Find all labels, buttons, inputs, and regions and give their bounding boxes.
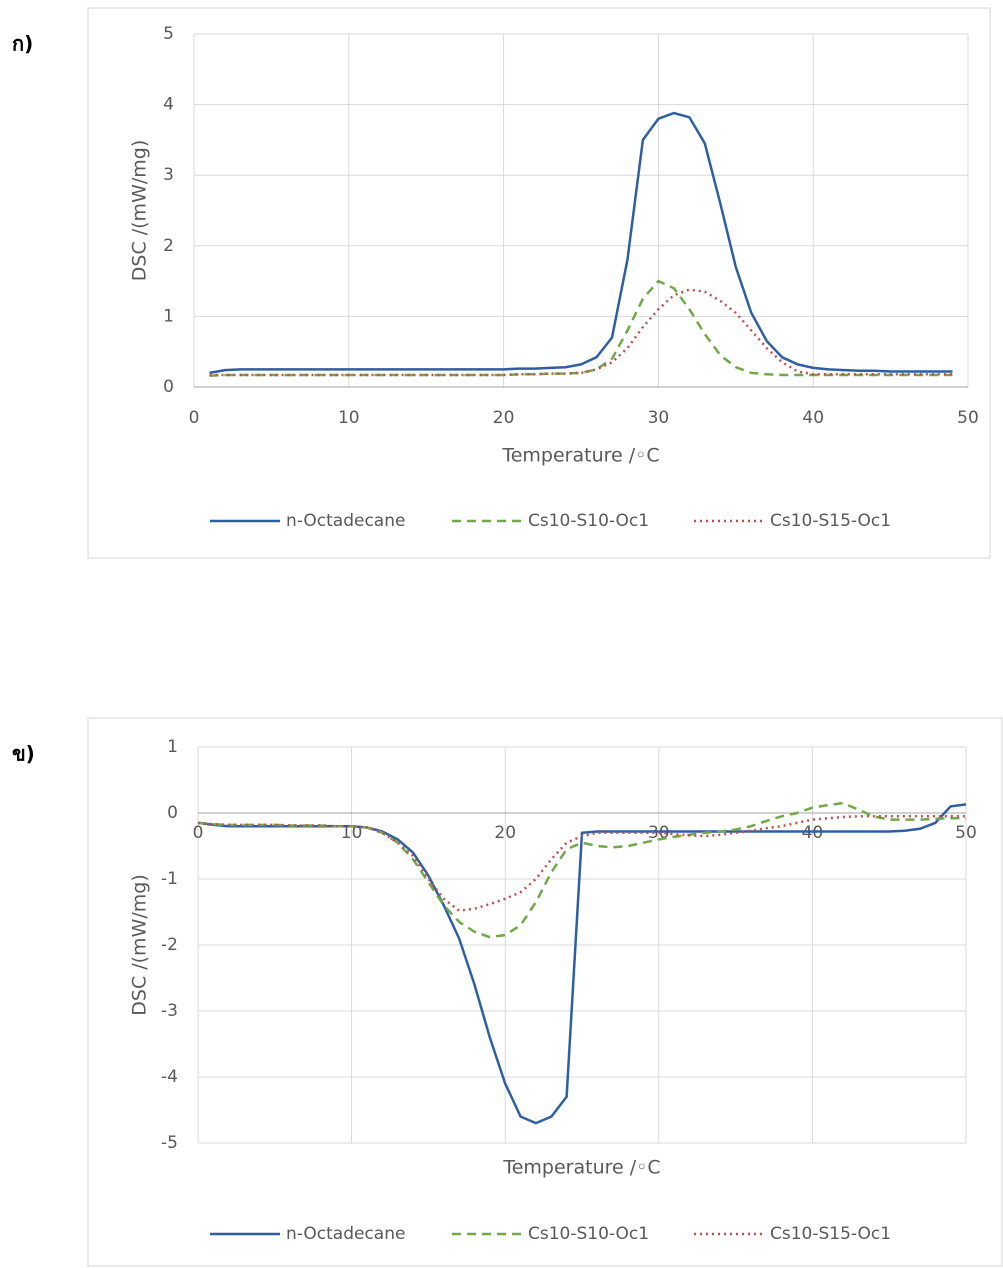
x-tick-label: 20 <box>494 823 516 843</box>
y-axis-title: DSC /(mW/mg) <box>129 140 151 282</box>
legend-label: Cs10-S15-Oc1 <box>770 511 891 531</box>
y-tick-label: -1 <box>161 869 178 889</box>
x-tick-label: 50 <box>955 823 977 843</box>
y-tick-label: 5 <box>163 24 174 44</box>
series-line <box>197 803 967 1125</box>
y-tick-label: 3 <box>163 165 174 185</box>
y-tick-label: 0 <box>167 803 178 823</box>
legend-label: Cs10-S10-Oc1 <box>528 511 649 531</box>
x-tick-label: 0 <box>189 408 200 428</box>
y-tick-label: 4 <box>163 95 174 115</box>
series-line <box>209 111 953 375</box>
x-tick-label: 40 <box>802 408 824 428</box>
y-tick-label: 0 <box>163 377 174 397</box>
x-axis-title: Temperature /◦C <box>502 1157 660 1179</box>
y-tick-label: -3 <box>161 1001 178 1021</box>
chart-frame <box>87 717 1003 1267</box>
panel-label: ข) <box>12 742 35 766</box>
series-line <box>209 288 953 377</box>
legend-label: Cs10-S15-Oc1 <box>770 1224 891 1244</box>
legend-label: n-Octadecane <box>286 511 405 531</box>
x-tick-label: 10 <box>341 823 363 843</box>
x-tick-label: 50 <box>957 408 979 428</box>
legend-label: n-Octadecane <box>286 1224 405 1244</box>
x-tick-label: 40 <box>802 823 824 843</box>
y-tick-label: 1 <box>163 306 174 326</box>
x-tick-label: 20 <box>493 408 515 428</box>
chart-frame <box>87 7 991 559</box>
panel-label: ก) <box>12 32 33 56</box>
legend-label: Cs10-S10-Oc1 <box>528 1224 649 1244</box>
y-tick-label: 2 <box>163 236 174 256</box>
x-tick-label: 0 <box>193 823 204 843</box>
y-tick-label: -2 <box>161 935 178 955</box>
y-axis-title: DSC /(mW/mg) <box>129 874 151 1016</box>
x-axis-title: Temperature /◦C <box>501 445 659 467</box>
y-tick-label: -4 <box>161 1067 178 1087</box>
y-tick-label: 1 <box>167 737 178 757</box>
series-line <box>209 279 953 377</box>
x-tick-label: 30 <box>648 408 670 428</box>
x-tick-label: 10 <box>338 408 360 428</box>
series-line <box>197 815 966 913</box>
series-line <box>197 801 966 939</box>
y-tick-label: -5 <box>161 1133 178 1153</box>
